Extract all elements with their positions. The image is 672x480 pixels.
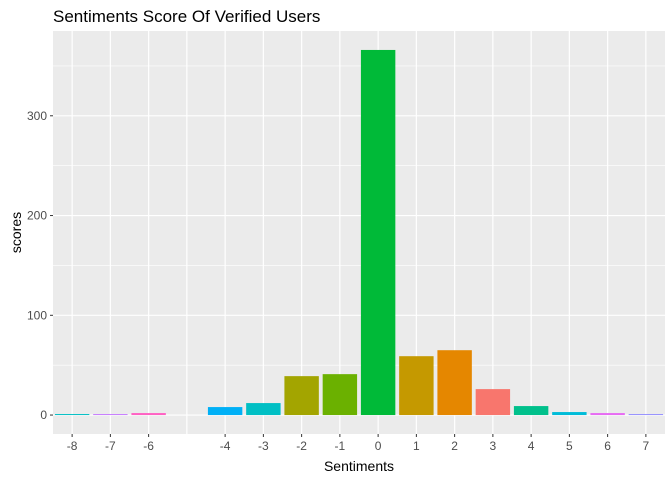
bar-0 — [360, 49, 396, 416]
x-tick-label: -2 — [296, 439, 307, 453]
y-axis-title: scores — [8, 212, 24, 253]
bar-1 — [399, 356, 434, 416]
bar--1 — [322, 374, 358, 416]
chart-title: Sentiments Score Of Verified Users — [53, 7, 321, 26]
x-tick-label: 6 — [604, 439, 611, 453]
y-tick-label: 100 — [27, 308, 47, 322]
x-tick-label: -8 — [67, 439, 78, 453]
x-tick-label: 7 — [643, 439, 650, 453]
x-axis-title: Sentiments — [324, 458, 394, 474]
bar-7 — [628, 414, 664, 416]
bar-6 — [590, 413, 625, 416]
bar--7 — [93, 414, 128, 416]
bar-4 — [513, 406, 549, 416]
x-tick-label: 4 — [528, 439, 535, 453]
x-tick-label: -6 — [143, 439, 154, 453]
x-tick-label: 2 — [451, 439, 458, 453]
x-tick-label: -3 — [258, 439, 269, 453]
x-tick-label: -4 — [220, 439, 231, 453]
y-tick-label: 0 — [40, 408, 47, 422]
x-tick-label: -7 — [105, 439, 116, 453]
bar--3 — [246, 403, 281, 416]
x-tick-label: -1 — [335, 439, 346, 453]
x-tick-label: 5 — [566, 439, 573, 453]
x-tick-label: 3 — [490, 439, 497, 453]
plot-panel — [53, 31, 665, 434]
bar--2 — [284, 376, 319, 416]
bar--4 — [207, 407, 243, 416]
x-tick-label: 0 — [375, 439, 382, 453]
bar-2 — [437, 350, 472, 416]
y-tick-label: 200 — [27, 209, 47, 223]
x-tick-label: 1 — [413, 439, 420, 453]
bar-5 — [552, 412, 587, 416]
bar--8 — [54, 414, 90, 416]
y-tick-label: 300 — [27, 109, 47, 123]
bar-3 — [475, 389, 511, 416]
bar--6 — [131, 413, 166, 416]
